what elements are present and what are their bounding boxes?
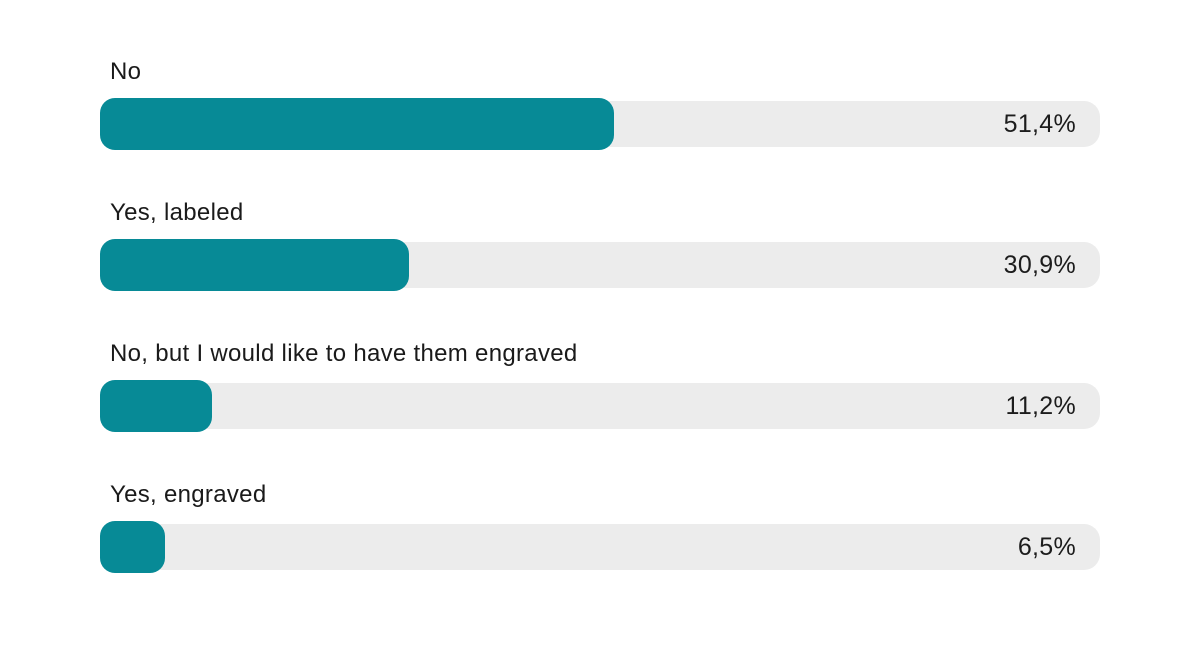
bar-value-label: 30,9% [1003,250,1076,279]
bar-category-label: No [110,58,142,85]
bar-track: 30,9% [100,239,1100,291]
bar-row: Yes, labeled 30,9% [100,199,1100,291]
bar-row: No 51,4% [100,58,1100,150]
bar-value-label: 51,4% [1003,109,1076,138]
bar-category-label: Yes, labeled [110,199,244,226]
bar-row: Yes, engraved 6,5% [100,481,1100,573]
bar-row: No, but I would like to have them engrav… [100,340,1100,432]
bar-track: 11,2% [100,380,1100,432]
bar-fill [100,380,212,432]
bar-track: 51,4% [100,98,1100,150]
bar-fill [100,239,409,291]
bar-value-label: 11,2% [1005,391,1076,420]
survey-bar-chart: No 51,4% Yes, labeled 30,9% No, but I wo… [100,58,1100,573]
bar-track: 6,5% [100,521,1100,573]
bar-category-label: No, but I would like to have them engrav… [110,340,578,367]
bar-fill [100,98,614,150]
bar-fill [100,521,165,573]
bar-value-label: 6,5% [1017,532,1076,561]
bar-category-label: Yes, engraved [110,481,267,508]
